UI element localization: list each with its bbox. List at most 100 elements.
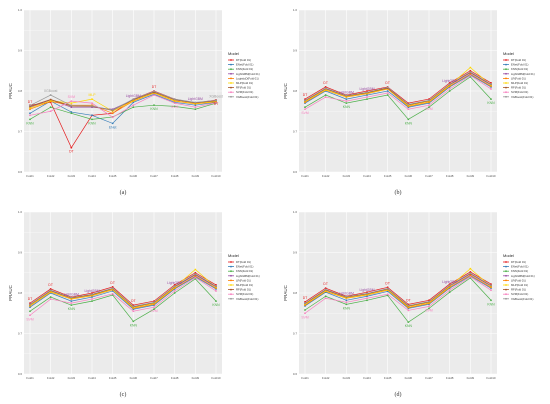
legend-label: LightGBM(Fold 01)	[236, 72, 260, 76]
data-point	[153, 104, 155, 107]
legend-swatch-point	[230, 68, 232, 71]
series-xgboost	[29, 273, 217, 308]
point-label: DT	[323, 282, 328, 286]
legend-label: MLP(Fold 01)	[511, 283, 528, 287]
data-point	[173, 105, 176, 108]
data-point	[428, 99, 430, 102]
legend-swatch-point	[230, 297, 232, 300]
legend-item: MLP(Fold 01)	[503, 81, 528, 85]
y-tick-label: 1.0	[293, 210, 298, 214]
y-tick-label: 0.7	[293, 130, 298, 134]
x-tick-label: Fold7	[150, 376, 158, 380]
legend-swatch-point	[505, 297, 507, 300]
data-point	[215, 99, 217, 102]
legend-label: LR(Fold 01)	[511, 76, 526, 80]
x-tick-label: Fold9	[467, 376, 475, 380]
point-label: KNN	[343, 306, 351, 310]
y-tick-label: 0.8	[18, 89, 23, 93]
series-line	[304, 75, 492, 110]
data-point	[324, 87, 327, 90]
data-point	[304, 309, 306, 311]
series-line	[304, 67, 492, 106]
data-point	[49, 98, 52, 101]
chart-panel-c: 0.6 0.7 0.8 0.9 1.0 Fold1 Fold2 Fold3 Fold4 Fold5…	[0, 202, 275, 404]
data-point	[194, 101, 197, 104]
legend-label: RF(Fold 01)	[236, 86, 251, 90]
legend-swatch-point	[505, 279, 507, 282]
point-label: DT	[385, 281, 390, 285]
x-tick-label: Fold5	[109, 376, 117, 380]
data-point	[111, 116, 114, 119]
legend-label: DT(Fold 01)	[511, 260, 526, 264]
data-point	[490, 289, 492, 292]
data-point	[29, 112, 31, 115]
legend-swatch-point	[505, 91, 507, 94]
point-label: DT	[131, 299, 136, 303]
data-point	[386, 293, 389, 296]
legend-item: KNN(Fold 01)	[503, 67, 528, 71]
legend-item: LightGBM(Fold 01)	[228, 72, 260, 76]
data-point	[428, 106, 430, 109]
x-tick-label: Fold2	[322, 376, 330, 380]
point-label: DT	[28, 297, 33, 301]
data-point	[324, 94, 327, 96]
series-line	[29, 273, 217, 307]
series-xgboost	[304, 71, 492, 106]
data-point	[345, 94, 348, 97]
panel-caption-b: (b)	[395, 189, 402, 196]
y-axis-title: PRAUC	[283, 82, 288, 99]
legend-item: SVM(Fold 01)	[228, 90, 253, 94]
point-label: MLP	[89, 93, 97, 97]
series-line	[304, 272, 492, 306]
legend-label: SVM(Fold 01)	[236, 292, 253, 296]
legend-swatch-point	[505, 72, 507, 75]
point-label: LightGBM	[359, 288, 374, 292]
legend-label: RF(Fold 01)	[511, 288, 526, 292]
legend-item: ENet(Fold 01)	[228, 265, 253, 269]
point-label: KNN	[405, 121, 413, 125]
data-point	[215, 101, 217, 104]
data-point	[173, 285, 176, 288]
data-point	[215, 300, 217, 302]
legend-item: LR(Fold 01)	[503, 278, 526, 282]
y-tick-label: 0.8	[18, 291, 23, 295]
data-point	[91, 300, 93, 302]
data-point	[29, 303, 31, 306]
x-tick-label: Fold5	[109, 174, 117, 178]
x-tick-label: Fold8	[446, 174, 454, 178]
data-point	[304, 312, 306, 315]
legend-swatch-point	[230, 86, 232, 89]
point-label: KNN	[26, 121, 34, 125]
data-point	[448, 88, 451, 90]
data-point	[490, 299, 492, 302]
y-tick-label: 1.0	[293, 8, 298, 12]
data-point	[91, 298, 93, 300]
x-tick-label: Fold10	[486, 174, 496, 178]
data-point	[49, 94, 52, 96]
x-tick-label: Fold9	[192, 376, 200, 380]
data-point	[49, 110, 52, 113]
legend-label: DT(Fold 01)	[236, 58, 251, 62]
data-point	[49, 296, 52, 298]
series-line	[29, 277, 217, 316]
legend-item: XGBoost(Fold 01)	[228, 95, 258, 99]
y-axis-title: PRAUC	[283, 284, 288, 301]
legend-swatch-point	[230, 82, 232, 84]
legend-item: ENet(Fold 01)	[503, 63, 528, 67]
point-label: KNN	[487, 101, 495, 105]
x-tick-label: Fold4	[88, 376, 96, 380]
legend-label: RF(Fold 01)	[511, 86, 526, 90]
point-label: ENet	[109, 125, 117, 129]
legend-label: LogisticD(Fold 01)	[236, 76, 259, 80]
legend-item: DT(Fold 01)	[228, 58, 251, 62]
point-label: KNN	[212, 303, 220, 307]
data-point	[153, 90, 155, 93]
y-tick-label: 0.9	[18, 49, 23, 53]
data-point	[70, 296, 73, 299]
data-point	[345, 100, 348, 103]
legend-swatch-point	[230, 59, 232, 61]
point-label: DT	[303, 296, 308, 300]
data-point	[324, 295, 327, 298]
x-tick-label: Fold2	[47, 174, 55, 178]
y-tick-label: 0.7	[293, 332, 298, 336]
